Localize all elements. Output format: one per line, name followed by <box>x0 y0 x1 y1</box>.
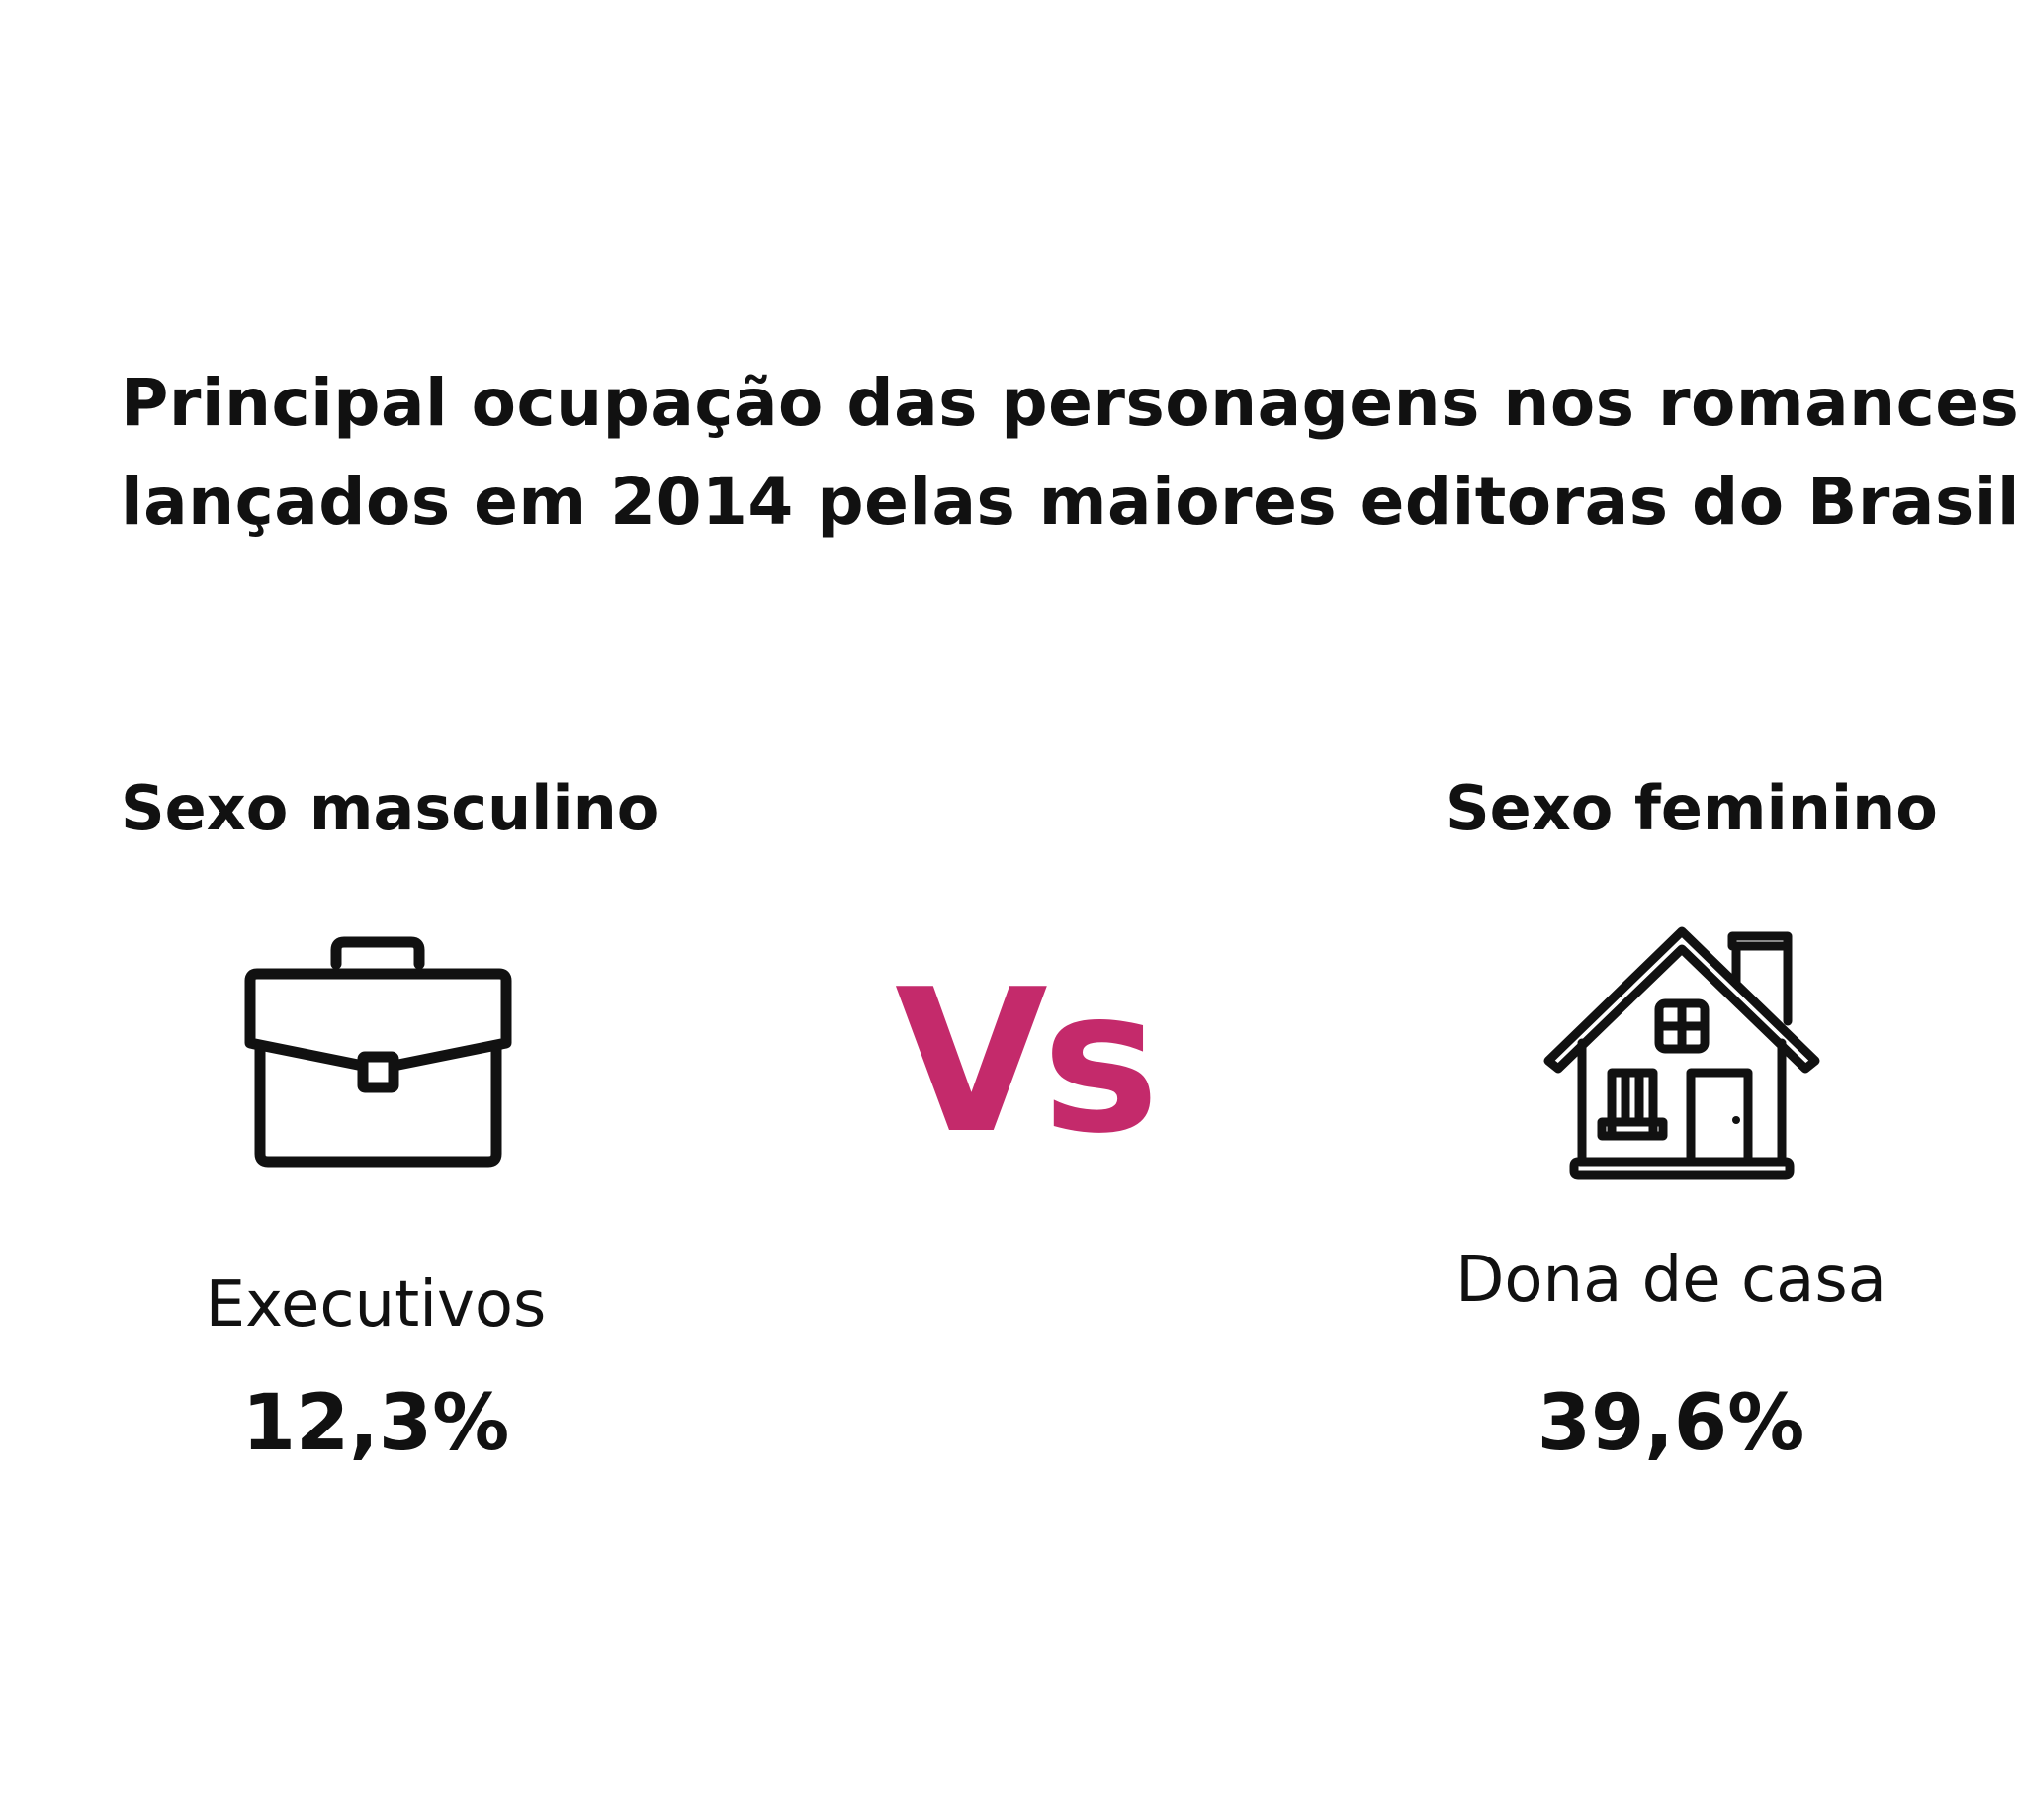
female-heading: Sexo feminino <box>1446 772 1938 844</box>
house-icon <box>1543 926 1820 1180</box>
title-line-2: lançados em 2014 pelas maiores editoras … <box>121 464 2017 540</box>
male-percent: 12,3% <box>241 1379 510 1468</box>
briefcase-icon <box>244 936 512 1168</box>
male-occupation: Executivos <box>205 1268 547 1342</box>
title-line-1: Principal ocupação das personagens nos r… <box>121 365 2017 441</box>
female-occupation: Dona de casa <box>1455 1244 1886 1317</box>
infographic-title: Principal ocupação das personagens nos r… <box>121 354 2017 552</box>
male-heading: Sexo masculino <box>121 772 659 844</box>
versus-label: Vs <box>895 947 1160 1177</box>
female-percent: 39,6% <box>1536 1379 1805 1468</box>
